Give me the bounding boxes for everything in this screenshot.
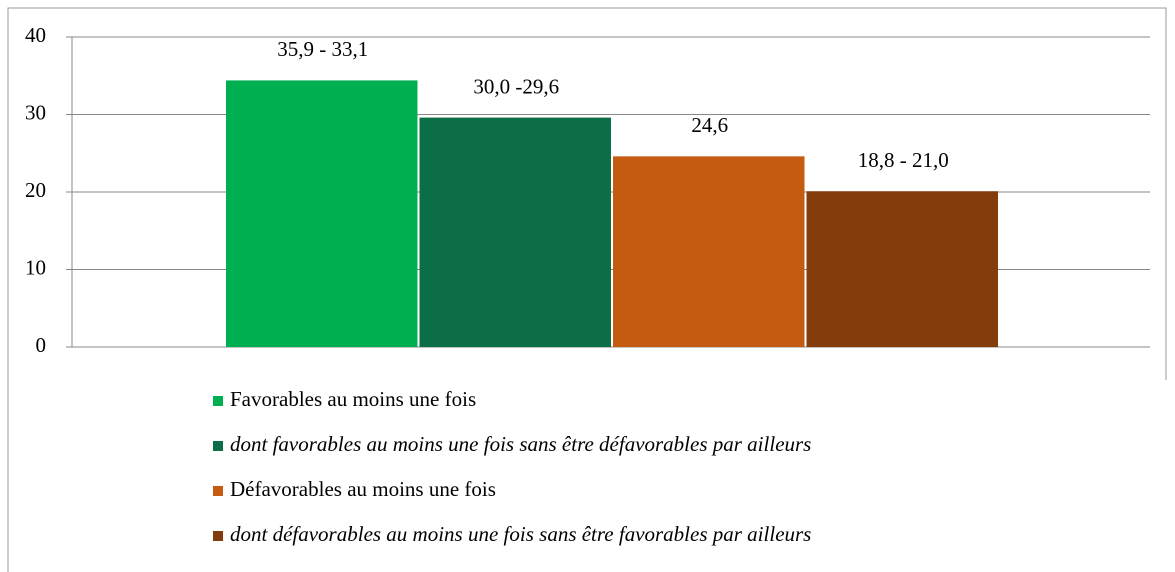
legend-label: dont défavorables au moins une fois sans… <box>230 522 811 546</box>
legend-swatch <box>213 396 223 406</box>
legend-swatch <box>213 486 223 496</box>
chart-frame <box>7 7 1167 572</box>
legend-swatch <box>213 441 223 451</box>
legend-label: dont favorables au moins une fois sans ê… <box>230 432 811 456</box>
bar-annotation: 30,0 -29,6 <box>473 74 559 98</box>
bar <box>419 117 611 347</box>
bar-annotation: 24,6 <box>691 113 728 137</box>
y-tick-label: 0 <box>36 333 47 357</box>
bar <box>806 191 998 347</box>
legend-swatch <box>213 531 223 541</box>
legend-label: Défavorables au moins une fois <box>230 477 496 501</box>
bar-annotation: 18,8 - 21,0 <box>858 148 949 172</box>
bar <box>226 80 418 348</box>
y-tick-label: 40 <box>25 23 46 47</box>
y-tick-label: 30 <box>25 100 46 124</box>
y-tick-label: 10 <box>25 255 46 279</box>
bar <box>613 156 805 347</box>
legend-label: Favorables au moins une fois <box>230 387 476 411</box>
y-tick-label: 20 <box>25 178 46 202</box>
bar-annotation: 35,9 - 33,1 <box>277 37 368 61</box>
